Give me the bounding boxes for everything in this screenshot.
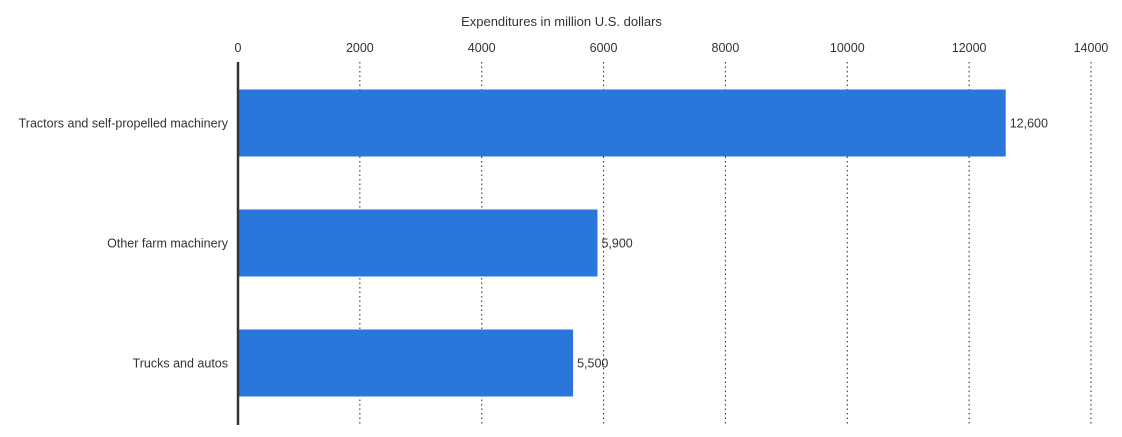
x-axis-ticks: 0 2000 4000 6000 8000 10000 12000 14000 [235, 41, 1109, 55]
x-tick-label: 12000 [952, 41, 987, 55]
category-label: Tractors and self-propelled machinery [19, 117, 229, 131]
bar [238, 209, 598, 277]
x-tick-label: 2000 [346, 41, 374, 55]
category-labels: Tractors and self-propelled machinery Oth… [19, 117, 229, 371]
data-label: 5,500 [577, 357, 608, 371]
category-label: Other farm machinery [107, 237, 229, 251]
bar [238, 89, 1006, 157]
x-tick-label: 6000 [590, 41, 618, 55]
data-label: 12,600 [1010, 117, 1048, 131]
x-tick-label: 4000 [468, 41, 496, 55]
bars [238, 89, 1006, 397]
data-labels: 12,600 5,900 5,500 [577, 117, 1048, 371]
x-tick-label: 8000 [712, 41, 740, 55]
x-tick-label: 0 [235, 41, 242, 55]
bar [238, 329, 574, 397]
x-axis-title: Expenditures in million U.S. dollars [461, 14, 662, 29]
x-tick-label: 10000 [830, 41, 865, 55]
x-tick-label: 14000 [1074, 41, 1109, 55]
data-label: 5,900 [601, 237, 632, 251]
category-label: Trucks and autos [133, 357, 228, 371]
